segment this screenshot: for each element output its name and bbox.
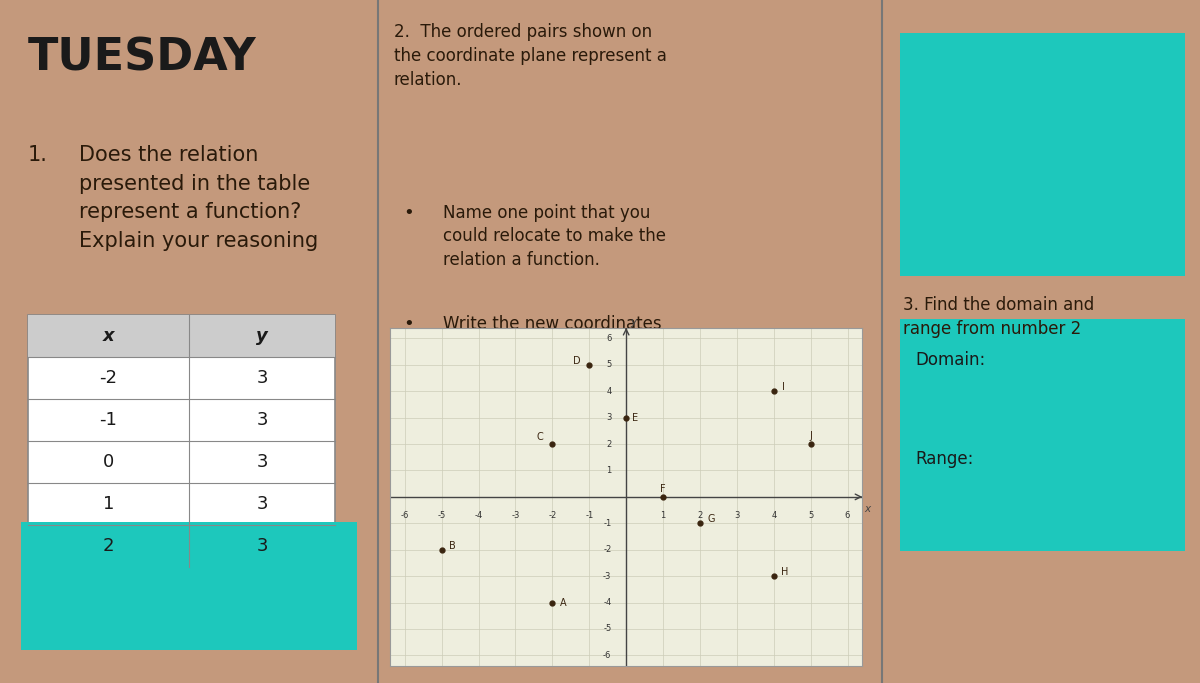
Text: 2: 2 bbox=[103, 537, 114, 555]
Text: -1: -1 bbox=[100, 411, 118, 429]
Text: 1: 1 bbox=[606, 466, 612, 475]
Text: 0: 0 bbox=[103, 453, 114, 471]
Text: -4: -4 bbox=[474, 512, 482, 520]
Text: y: y bbox=[257, 327, 268, 345]
Text: 6: 6 bbox=[845, 512, 851, 520]
Bar bbox=[28, 316, 336, 357]
Text: F: F bbox=[660, 484, 666, 494]
Text: C: C bbox=[536, 432, 542, 443]
Text: I: I bbox=[781, 382, 785, 392]
Text: 5: 5 bbox=[606, 361, 612, 370]
Text: 4: 4 bbox=[606, 387, 612, 395]
Text: 3: 3 bbox=[257, 453, 268, 471]
Text: -6: -6 bbox=[401, 512, 409, 520]
Text: D: D bbox=[572, 356, 580, 366]
Text: 6: 6 bbox=[606, 334, 612, 343]
Text: •: • bbox=[403, 316, 414, 333]
Text: x: x bbox=[103, 327, 114, 345]
Text: -2: -2 bbox=[100, 370, 118, 387]
Text: 3: 3 bbox=[734, 512, 739, 520]
Text: 3. Find the domain and
range from number 2: 3. Find the domain and range from number… bbox=[904, 296, 1094, 338]
Text: J: J bbox=[809, 431, 812, 441]
Bar bbox=[28, 316, 336, 567]
Text: -4: -4 bbox=[604, 598, 612, 607]
Text: -2: -2 bbox=[548, 512, 557, 520]
Text: A: A bbox=[560, 598, 566, 608]
Text: 2: 2 bbox=[697, 512, 702, 520]
Text: 3: 3 bbox=[257, 495, 268, 513]
Text: 3: 3 bbox=[257, 370, 268, 387]
Text: B: B bbox=[449, 541, 456, 550]
Text: -1: -1 bbox=[604, 519, 612, 528]
Text: •: • bbox=[403, 204, 414, 222]
Text: 1: 1 bbox=[660, 512, 666, 520]
Text: 5: 5 bbox=[808, 512, 814, 520]
Bar bbox=[20, 522, 358, 650]
Text: 1.: 1. bbox=[28, 145, 48, 165]
Text: G: G bbox=[707, 514, 715, 525]
Text: 3: 3 bbox=[257, 537, 268, 555]
Text: Does the relation
presented in the table
represent a function?
Explain your reas: Does the relation presented in the table… bbox=[79, 145, 318, 251]
Text: H: H bbox=[781, 567, 788, 577]
Text: Name one point that you
could relocate to make the
relation a function.: Name one point that you could relocate t… bbox=[443, 204, 666, 269]
Text: x: x bbox=[864, 504, 870, 514]
Text: -6: -6 bbox=[604, 651, 612, 660]
Bar bbox=[900, 33, 1184, 276]
Text: 3: 3 bbox=[606, 413, 612, 422]
Text: -5: -5 bbox=[604, 624, 612, 633]
Bar bbox=[900, 318, 1184, 551]
Text: 4: 4 bbox=[772, 512, 776, 520]
Text: 3: 3 bbox=[257, 411, 268, 429]
Text: -2: -2 bbox=[604, 545, 612, 554]
Text: Write the new coordinates
of the point that you
relocated to make the
relation a: Write the new coordinates of the point t… bbox=[443, 316, 661, 404]
Text: Range:: Range: bbox=[916, 449, 974, 468]
Text: 2: 2 bbox=[606, 440, 612, 449]
Text: 2.  The ordered pairs shown on
the coordinate plane represent a
relation.: 2. The ordered pairs shown on the coordi… bbox=[394, 23, 667, 89]
Text: Domain:: Domain: bbox=[916, 351, 985, 370]
Text: 1: 1 bbox=[103, 495, 114, 513]
Text: y: y bbox=[630, 316, 637, 326]
Text: TUESDAY: TUESDAY bbox=[28, 37, 257, 80]
Text: -1: -1 bbox=[586, 512, 593, 520]
Text: -5: -5 bbox=[438, 512, 445, 520]
Text: -3: -3 bbox=[604, 572, 612, 581]
Text: -3: -3 bbox=[511, 512, 520, 520]
Text: E: E bbox=[632, 413, 638, 423]
